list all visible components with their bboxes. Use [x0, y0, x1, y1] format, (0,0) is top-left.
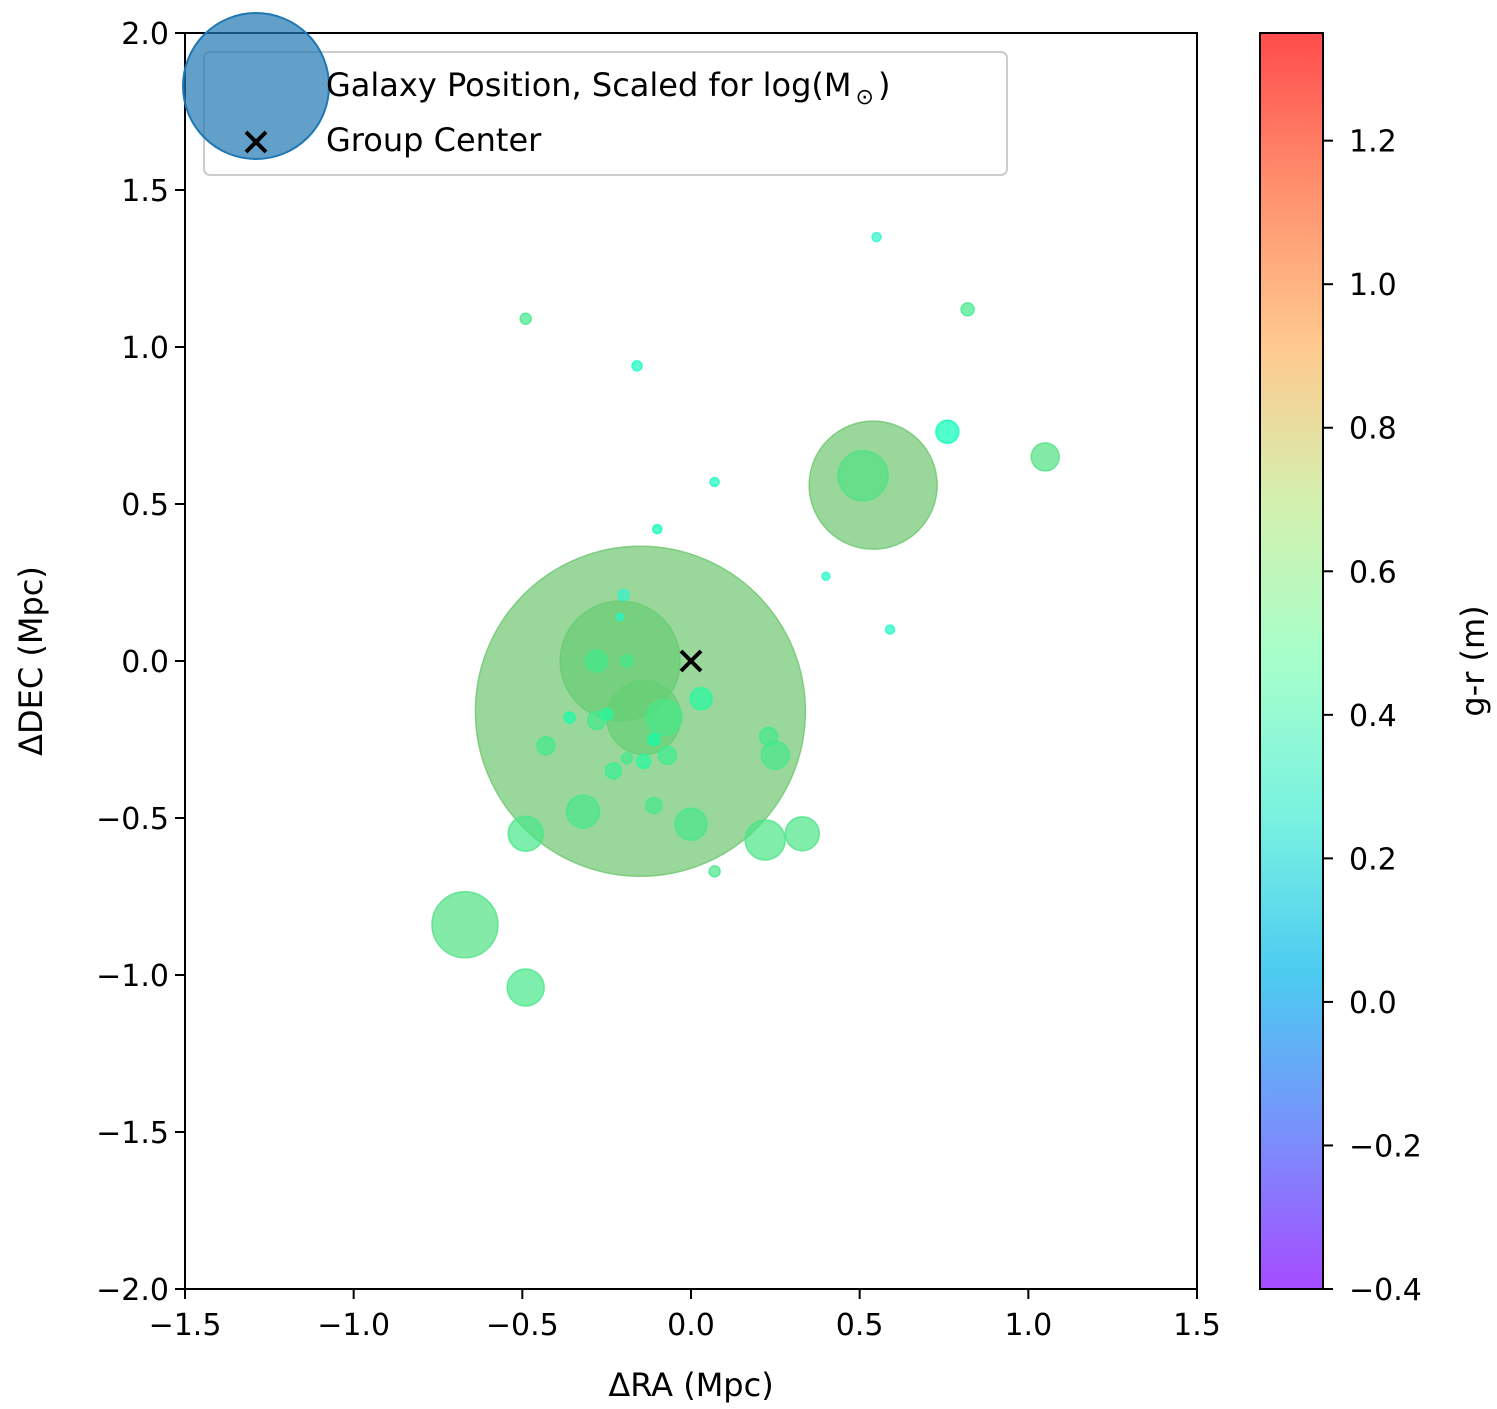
- y-tick-label: 0.0: [121, 645, 169, 680]
- y-axis-ticks: −2.0 −1.5 −1.0 −0.5 0.0 0.5 1.0 1.5 2.0: [96, 17, 185, 1308]
- galaxy-point: [631, 360, 643, 372]
- legend-galaxy-marker: [182, 12, 330, 160]
- colorbar-tick-label: −0.4: [1349, 1273, 1422, 1308]
- galaxy-point: [599, 707, 614, 722]
- galaxy-point: [604, 762, 623, 780]
- colorbar-tick-label: 0.2: [1349, 842, 1397, 877]
- legend: Galaxy Position, Scaled for log(M ⊙) Grou…: [182, 12, 1008, 176]
- galaxy-point: [506, 968, 545, 1007]
- galaxy-point: [652, 523, 663, 535]
- legend-galaxy-label-main: Galaxy Position, Scaled for log(M: [326, 66, 852, 104]
- legend-group-center-marker: [244, 130, 268, 154]
- y-axis-label: ΔDEC (Mpc): [12, 566, 50, 756]
- galaxy-point: [871, 231, 882, 243]
- galaxy-point: [884, 624, 896, 635]
- galaxy-point: [758, 726, 779, 747]
- y-tick-label: −1.5: [96, 1116, 169, 1151]
- colorbar-gradient: [1259, 32, 1324, 1290]
- y-tick-label: −0.5: [96, 802, 169, 837]
- galaxy-point: [709, 476, 720, 488]
- legend-group-center-label: Group Center: [326, 121, 542, 159]
- y-tick-label: 0.5: [121, 488, 169, 523]
- colorbar-label: g-r (m): [1454, 605, 1492, 716]
- galaxy-point: [657, 745, 678, 765]
- galaxy-point: [708, 865, 721, 878]
- galaxy-point: [617, 588, 630, 602]
- points-layer: [431, 231, 1060, 1007]
- galaxy-point: [645, 698, 683, 737]
- y-tick-label: −1.0: [96, 959, 169, 994]
- galaxy-point: [647, 732, 661, 747]
- x-tick-label: 1.0: [1004, 1308, 1052, 1343]
- legend-galaxy-label: Galaxy Position, Scaled for log(M ⊙): [326, 66, 890, 110]
- galaxy-point: [636, 753, 652, 770]
- galaxy-point: [620, 654, 634, 668]
- x-axis-label: ΔRA (Mpc): [608, 1366, 773, 1404]
- colorbar: −0.4 −0.2 0.0 0.2 0.4 0.6 0.8 1.0 1.2 g-r (m): [1259, 32, 1492, 1308]
- colorbar-tick-label: 0.6: [1349, 555, 1397, 590]
- x-tick-label: 0.0: [667, 1308, 715, 1343]
- galaxy-point: [431, 891, 499, 959]
- galaxy-point: [784, 815, 821, 852]
- x-tick-label: −1.0: [317, 1308, 390, 1343]
- galaxy-point: [645, 796, 663, 815]
- y-tick-label: 1.0: [121, 331, 169, 366]
- galaxy-point: [584, 649, 609, 673]
- galaxy-point: [837, 449, 889, 502]
- x-axis-ticks: −1.5 −1.0 −0.5 0.0 0.5 1.0 1.5: [149, 1289, 1221, 1343]
- galaxy-point: [620, 752, 634, 765]
- x-tick-label: −0.5: [486, 1308, 559, 1343]
- colorbar-tick-label: −0.2: [1349, 1129, 1422, 1164]
- colorbar-tick-label: 0.8: [1349, 412, 1397, 447]
- galaxy-point: [615, 612, 625, 622]
- colorbar-tick-label: 1.0: [1349, 268, 1397, 303]
- galaxy-point: [821, 571, 831, 581]
- colorbar-tick-label: 0.0: [1349, 986, 1397, 1021]
- legend-galaxy-label-sub: ⊙: [856, 85, 874, 110]
- galaxy-point: [689, 686, 713, 711]
- group-center-layer: [679, 649, 703, 673]
- galaxy-point: [1030, 442, 1060, 472]
- colorbar-tick-label: 0.4: [1349, 699, 1397, 734]
- group-center-marker: [679, 649, 703, 673]
- galaxy-point: [507, 815, 544, 852]
- x-tick-label: 0.5: [836, 1308, 884, 1343]
- galaxy-point: [744, 819, 786, 861]
- galaxy-point: [935, 419, 960, 445]
- colorbar-ticks: −0.4 −0.2 0.0 0.2 0.4 0.6 0.8 1.0 1.2: [1323, 125, 1422, 1308]
- galaxy-point: [565, 794, 601, 829]
- legend-galaxy-label-suffix: ): [878, 66, 890, 104]
- galaxy-point: [674, 807, 708, 842]
- galaxy-point: [536, 736, 556, 756]
- galaxy-point: [960, 302, 975, 317]
- y-tick-label: −2.0: [96, 1273, 169, 1308]
- galaxy-point: [563, 711, 576, 724]
- colorbar-tick-label: 1.2: [1349, 125, 1397, 160]
- y-tick-label: 1.5: [121, 174, 169, 209]
- x-tick-label: −1.5: [149, 1308, 222, 1343]
- y-tick-label: 2.0: [121, 17, 169, 52]
- x-tick-label: 1.5: [1173, 1308, 1221, 1343]
- galaxy-point: [519, 312, 532, 325]
